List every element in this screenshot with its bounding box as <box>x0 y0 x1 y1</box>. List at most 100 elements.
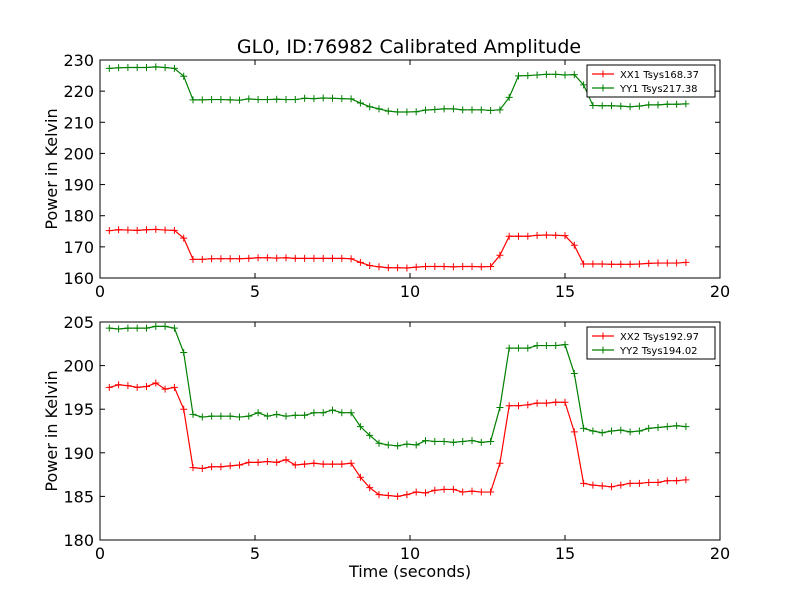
top-series-1-point <box>329 254 336 262</box>
top-series-1-point <box>598 260 606 268</box>
bottom-series-1-point <box>645 478 653 486</box>
bottom-series-1-point <box>654 478 662 486</box>
bottom-series-1-point <box>301 460 309 468</box>
top-series-1-point <box>226 255 234 263</box>
bottom-series-2-point <box>552 342 560 350</box>
bottom-x-tick-label: 5 <box>250 544 260 563</box>
top-legend-swatch-marker <box>599 84 607 92</box>
bottom-y-tick-label: 185 <box>63 487 94 506</box>
bottom-x-tick-label: 15 <box>555 544 575 563</box>
top-series-1-point <box>524 232 532 240</box>
top-x-tick-label: 10 <box>400 282 420 301</box>
top-series-1-point <box>580 260 588 268</box>
bottom-series-1-point <box>422 489 429 497</box>
bottom-series-1-point <box>143 383 150 391</box>
bottom-series-2-point <box>682 423 690 431</box>
bottom-chart-panel: 0 5 10 15 20 180 185 190 195 200 205 Power in Kelvi… <box>42 313 730 581</box>
top-series-1-point <box>431 262 439 270</box>
bottom-series-1-point <box>329 460 336 468</box>
bottom-y-tick-label: 205 <box>63 313 94 332</box>
top-series-1-point <box>301 254 309 262</box>
bottom-series-2-point <box>598 429 606 437</box>
top-series-2-point <box>180 72 188 80</box>
bottom-series-1-point <box>682 476 690 484</box>
bottom-series-2-point <box>124 324 132 332</box>
bottom-series-1-point <box>515 402 522 410</box>
bottom-series-1-point <box>561 398 569 406</box>
top-series-2-point <box>459 106 467 114</box>
top-x-tick-label: 20 <box>710 282 730 301</box>
top-series-2-point <box>273 95 281 103</box>
top-series-1-point <box>635 260 643 268</box>
top-series-1-point <box>608 260 615 268</box>
bottom-x-tick-label: 10 <box>400 544 420 563</box>
top-y-tick-label: 210 <box>63 113 94 132</box>
top-series-2-point <box>384 107 392 115</box>
bottom-series-1-point <box>105 383 113 391</box>
top-series-1-point <box>533 231 541 239</box>
bottom-series-2-point <box>431 437 439 445</box>
bottom-series-1-point <box>161 385 169 393</box>
bottom-series-2-point <box>198 413 206 421</box>
top-series-1-point <box>468 262 476 270</box>
top-series-1-point <box>236 255 243 263</box>
bottom-series-2-point <box>301 411 309 419</box>
bottom-series-2-point <box>440 437 448 445</box>
top-series-1-point <box>496 251 504 259</box>
bottom-series-2-point <box>384 441 392 449</box>
top-series-2-point <box>161 63 169 71</box>
bottom-series-2-point <box>663 423 671 431</box>
top-series-1-point <box>561 232 569 240</box>
top-series-2-point <box>189 96 197 104</box>
top-series-2-point <box>598 102 606 110</box>
bottom-series-2-point <box>645 424 653 432</box>
bottom-series-2-point <box>236 413 243 421</box>
bottom-y-tick-label: 180 <box>63 531 94 550</box>
top-series-2-point <box>310 95 318 103</box>
top-series-1-point <box>208 255 216 263</box>
bottom-series-2-point <box>291 411 299 419</box>
bottom-series-2-point <box>329 406 336 414</box>
top-series-1-point <box>403 264 411 272</box>
bottom-series-1-point <box>180 405 188 413</box>
top-y-tick-label: 180 <box>63 207 94 226</box>
top-series-1-point <box>291 254 299 262</box>
bottom-legend-label: XX2 Tsys192.97 <box>620 332 699 343</box>
top-series-1-point <box>682 258 690 266</box>
bottom-series-2-point <box>654 424 662 432</box>
bottom-series-2-point <box>254 409 262 417</box>
top-series-1-point <box>273 254 281 262</box>
top-series-2-point <box>673 100 681 108</box>
bottom-series-2-point <box>375 439 383 447</box>
bottom-x-axis-label: Time (seconds) <box>348 562 471 581</box>
top-series-2-point <box>477 106 485 114</box>
top-legend: XX1 Tsys168.37 YY1 Tsys217.38 <box>586 64 716 98</box>
bottom-series-2-point <box>105 324 113 332</box>
bottom-series-1-point <box>189 464 197 472</box>
top-series-2-point <box>375 105 383 113</box>
top-series-2-point <box>282 96 290 104</box>
top-series-1-point <box>254 254 262 262</box>
top-series-2-point <box>329 94 336 102</box>
bottom-series-2-point <box>319 409 327 417</box>
top-legend-box <box>586 64 716 98</box>
top-series-2-point <box>589 101 597 109</box>
bottom-series-1-point <box>598 482 606 490</box>
bottom-series-1-point <box>236 461 243 469</box>
top-series-2-point <box>301 94 309 102</box>
bottom-series-1-point <box>403 491 411 499</box>
top-series-2-point <box>635 102 643 110</box>
top-series-1-point <box>505 232 513 240</box>
top-series-2-point <box>143 63 150 71</box>
top-series-2-point <box>617 102 625 110</box>
top-series-2-point <box>449 105 457 113</box>
top-series-1-point <box>487 262 495 270</box>
top-series-1-point <box>143 226 150 234</box>
top-series-2-point <box>663 100 671 108</box>
top-x-tick-label: 5 <box>250 282 260 301</box>
bottom-series-2-point <box>580 424 588 432</box>
top-series-1-point <box>198 255 206 263</box>
top-series-2-point <box>338 95 346 103</box>
top-legend-label: YY1 Tsys217.38 <box>619 84 698 95</box>
